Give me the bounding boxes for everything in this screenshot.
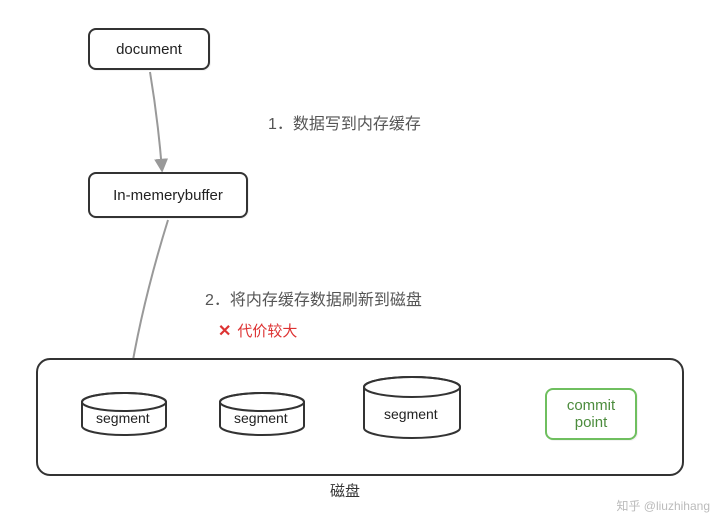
cylinder-2-label: segment bbox=[234, 410, 288, 426]
cylinder-segment-2: segment bbox=[218, 392, 306, 442]
watermark: 知乎 @liuzhihang bbox=[616, 497, 710, 514]
warning-text: 代价较大 bbox=[237, 320, 297, 341]
step-1-label: 1．数据写到内存缓存 bbox=[268, 110, 421, 134]
node-document-label: document bbox=[116, 41, 182, 58]
node-buffer-label: In-memerybuffer bbox=[113, 187, 223, 204]
disk-label: 磁盘 bbox=[330, 480, 360, 501]
warning: ✕ 代价较大 bbox=[218, 320, 297, 341]
arrow-doc-to-buffer bbox=[150, 72, 162, 170]
commit-point-label: commit point bbox=[567, 397, 615, 432]
node-commit-point: commit point bbox=[545, 388, 637, 440]
cylinder-segment-3: segment bbox=[362, 376, 462, 444]
cylinder-3-label: segment bbox=[384, 406, 438, 422]
node-document: document bbox=[88, 28, 210, 70]
step-2-label: 2．将内存缓存数据刷新到磁盘 bbox=[205, 286, 422, 310]
cross-icon: ✕ bbox=[218, 321, 231, 341]
cylinder-segment-1: segment bbox=[80, 392, 168, 442]
cylinder-1-label: segment bbox=[96, 410, 150, 426]
commit-label-1: commit bbox=[567, 397, 615, 414]
commit-label-2: point bbox=[575, 414, 608, 431]
node-buffer: In-memerybuffer bbox=[88, 172, 248, 218]
